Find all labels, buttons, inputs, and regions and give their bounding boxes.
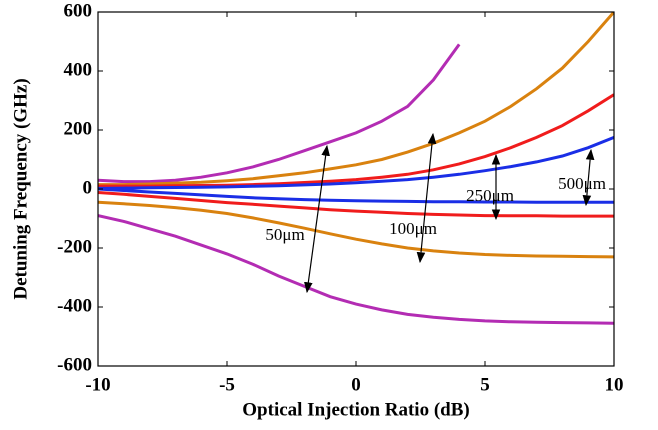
series-line xyxy=(98,187,614,204)
annotation: 50μm xyxy=(265,225,304,244)
x-tick-label: 10 xyxy=(605,374,624,395)
series-line xyxy=(98,214,614,325)
y-tick-label: -200 xyxy=(57,236,92,257)
series-line xyxy=(98,93,614,188)
series-line xyxy=(98,136,614,190)
arrow xyxy=(304,144,330,294)
y-axis-label: Detuning Frequency (GHz) xyxy=(10,78,31,299)
series-line xyxy=(98,200,614,259)
y-tick-label: -400 xyxy=(57,295,92,316)
series-line xyxy=(98,12,614,187)
arrow xyxy=(416,132,437,264)
y-tick-label: 0 xyxy=(83,177,93,198)
arrows xyxy=(304,132,595,294)
annotation: 250μm xyxy=(466,186,514,205)
annotation: 100μm xyxy=(389,219,437,238)
x-tick-label: 0 xyxy=(351,374,361,395)
x-axis-label: Optical Injection Ratio (dB) xyxy=(242,399,469,420)
series-line xyxy=(98,43,461,184)
y-tick-label: 200 xyxy=(64,118,93,139)
x-tick-label: -5 xyxy=(219,374,235,395)
y-tick-label: 400 xyxy=(64,59,93,80)
y-tick-label: 600 xyxy=(64,0,93,21)
plot-lines xyxy=(98,12,614,325)
y-tick-label: -600 xyxy=(57,354,92,375)
x-tick-label: -10 xyxy=(85,374,110,395)
annotation: 500μm xyxy=(558,174,606,193)
arrow xyxy=(582,148,595,207)
series-line xyxy=(98,191,614,218)
x-tick-label: 5 xyxy=(480,374,490,395)
